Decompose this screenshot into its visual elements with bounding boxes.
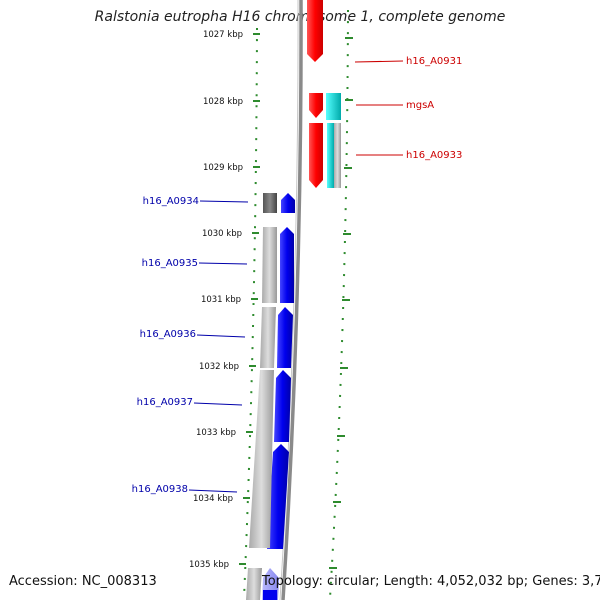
genome-summary-text: Topology: circular; Length: 4,052,032 bp… <box>262 574 600 589</box>
gene-h16-A0938-shape <box>267 444 289 549</box>
leader-h16-A0936 <box>196 334 246 338</box>
gene-label-h16-A0933: h16_A0933 <box>406 150 462 161</box>
gene-h16-A0933-shape <box>309 123 323 188</box>
leader-h16-A0931 <box>354 60 404 63</box>
mgsA-cyan-feature <box>326 93 341 120</box>
h16-A0933-grey-feature <box>334 123 341 188</box>
label-leaders <box>188 60 404 493</box>
grey-feature-4 <box>246 568 262 600</box>
scale-tick-label: 1035 kbp <box>189 560 229 570</box>
gene-label-h16-A0931: h16_A0931 <box>406 56 462 67</box>
scale-tick-label: 1033 kbp <box>196 428 236 438</box>
scale-tick-label: 1034 kbp <box>193 494 233 504</box>
gene-next-reverse-core <box>263 590 277 600</box>
scale-tick-label: 1031 kbp <box>201 295 241 305</box>
accession-text: Accession: NC_008313 <box>9 574 157 589</box>
h16-A0933-cyan-feature <box>327 123 334 188</box>
gene-label-h16-A0937: h16_A0937 <box>137 397 193 408</box>
gene-h16-A0936-shape <box>277 307 293 368</box>
forward-gene-track <box>307 0 323 188</box>
leader-h16-A0935 <box>198 262 248 265</box>
scale-tick-label: 1030 kbp <box>202 229 242 239</box>
cyan-feature-track <box>326 93 341 188</box>
gene-h16-A0931-shape <box>307 0 323 62</box>
grey-feature-3 <box>249 370 274 548</box>
h16-A0934-dark-feature <box>263 193 277 213</box>
scale-ticks: 1027 kbp 1028 kbp 1029 kbp 1030 kbp 1031 kbp… <box>189 30 353 570</box>
scale-tick-label: 1029 kbp <box>203 163 243 173</box>
grey-feature-1 <box>262 227 277 303</box>
gene-h16-A0935-shape <box>280 227 294 303</box>
scale-tick-label: 1028 kbp <box>203 97 243 107</box>
scale-tick-label: 1027 kbp <box>203 30 243 40</box>
reverse-gene-track <box>262 193 295 600</box>
leader-h16-A0934 <box>199 200 249 203</box>
gene-labels: h16_A0931 mgsA h16_A0933 h16_A0934 h16_A… <box>132 56 463 495</box>
gene-label-h16-A0934: h16_A0934 <box>143 196 199 207</box>
gene-h16-A0934-shape <box>281 193 295 213</box>
genome-backbone <box>281 0 303 600</box>
gene-label-h16-A0938: h16_A0938 <box>132 484 188 495</box>
leader-h16-A0938 <box>188 489 238 493</box>
gene-h16-A0937-shape <box>274 370 291 442</box>
gene-label-mgsA: mgsA <box>406 100 434 111</box>
gene-mgsA-shape <box>309 93 323 118</box>
grey-feature-2 <box>260 307 276 368</box>
gene-label-h16-A0936: h16_A0936 <box>140 329 196 340</box>
scale-tick-label: 1032 kbp <box>199 362 239 372</box>
gene-label-h16-A0935: h16_A0935 <box>142 258 198 269</box>
leader-h16-A0937 <box>193 402 243 406</box>
grey-feature-track <box>246 193 277 600</box>
